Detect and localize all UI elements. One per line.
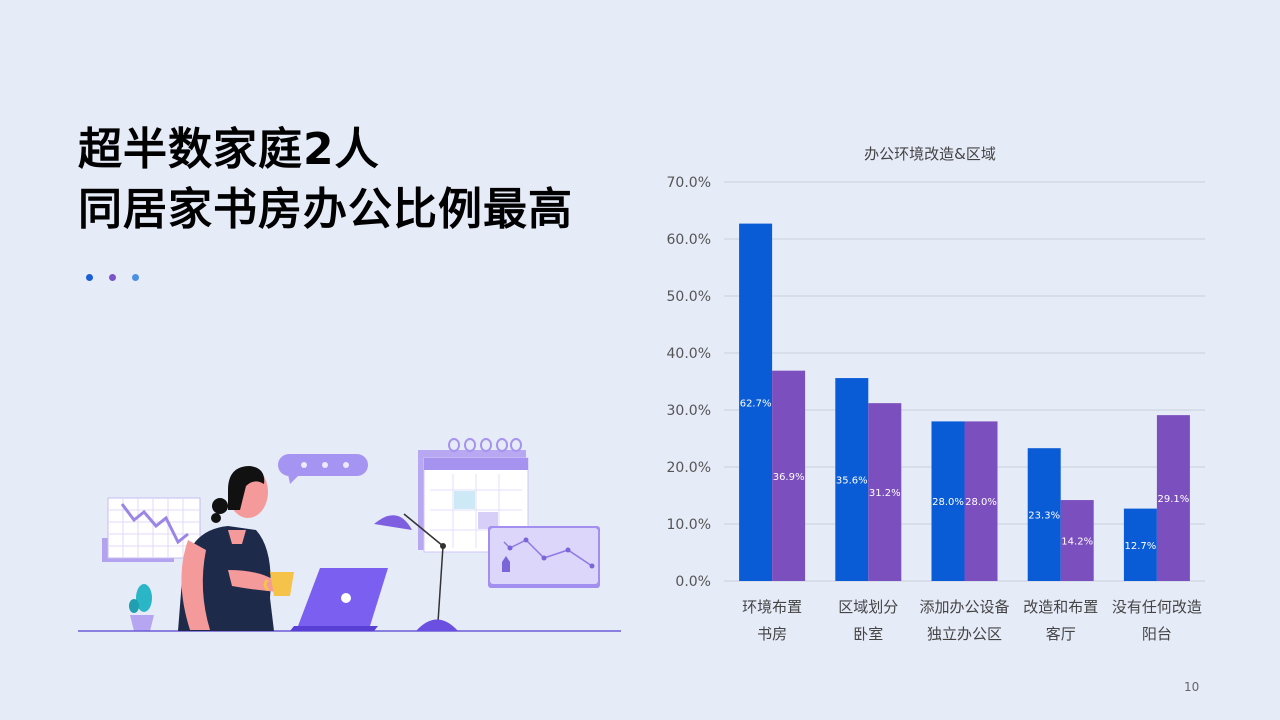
data-label: 28.0% — [965, 497, 997, 508]
chart-board-icon — [102, 497, 201, 562]
chart-title: 办公环境改造&区域 — [864, 145, 996, 163]
y-tick-label: 40.0% — [667, 346, 711, 362]
title-line-2: 同居家书房办公比例最高 — [78, 184, 573, 235]
x-tick-label: 客厅 — [1046, 625, 1076, 643]
x-tick-label: 独立办公区 — [927, 625, 1002, 643]
x-tick-label: 环境布置 — [742, 598, 802, 616]
coffee-cup-icon — [263, 572, 294, 596]
y-tick-label: 10.0% — [667, 517, 711, 533]
laptop-icon — [290, 568, 388, 631]
speech-bubble-icon — [278, 454, 368, 484]
data-label: 36.9% — [773, 472, 805, 483]
plant-icon — [129, 584, 154, 631]
data-label: 28.0% — [932, 497, 964, 508]
page-number: 10 — [1184, 680, 1200, 694]
bar — [772, 370, 806, 581]
bar — [964, 421, 998, 581]
title-line-1: 超半数家庭2人 — [78, 124, 380, 175]
y-tick-label: 20.0% — [667, 460, 711, 476]
woman-at-laptop-illustration — [78, 430, 628, 644]
chart-svg: 0.0% 10.0% 20.0% 30.0% 40.0% 50.0% 60.0% 70.0% 6… — [667, 175, 1205, 643]
desk-lamp-icon — [374, 513, 458, 631]
dot-1 — [86, 274, 93, 281]
x-tick-label: 没有任何改造 — [1112, 598, 1202, 616]
y-tick-label: 70.0% — [667, 175, 711, 191]
bar — [739, 223, 773, 582]
bar — [835, 378, 869, 581]
chart-board-icon — [488, 526, 600, 588]
data-label: 14.2% — [1061, 537, 1093, 548]
bar — [931, 421, 965, 581]
dot-3 — [132, 274, 139, 281]
x-tick-label: 卧室 — [853, 625, 883, 643]
y-tick-label: 50.0% — [667, 289, 711, 305]
calendar-icon — [418, 438, 529, 553]
data-label: 31.2% — [869, 488, 901, 499]
bar-chart: 办公环境改造&区域 0.0% 10.0% 20.0% 30.0% 40.0% 50.0% 6… — [640, 130, 1220, 650]
x-tick-label: 区域划分 — [838, 598, 898, 616]
data-label: 35.6% — [836, 476, 868, 487]
x-tick-label: 书房 — [757, 625, 787, 643]
bar — [1123, 508, 1157, 581]
x-tick-label: 阳台 — [1142, 625, 1172, 643]
bar — [868, 403, 902, 581]
bar — [1027, 448, 1061, 581]
y-tick-label: 60.0% — [667, 232, 711, 248]
woman-figure — [178, 466, 278, 631]
page-title: 超半数家庭2人 同居家书房办公比例最高 — [78, 120, 573, 240]
y-tick-label: 30.0% — [667, 403, 711, 419]
data-label: 29.1% — [1158, 494, 1190, 505]
x-tick-label: 添加办公设备 — [919, 598, 1009, 616]
y-tick-label: 0.0% — [675, 574, 711, 590]
bar — [1156, 415, 1190, 581]
dot-2 — [109, 274, 116, 281]
x-tick-label: 改造和布置 — [1023, 598, 1098, 616]
data-label: 62.7% — [740, 398, 772, 409]
data-label: 23.3% — [1028, 511, 1060, 522]
bar — [1060, 500, 1094, 581]
data-label: 12.7% — [1125, 541, 1157, 552]
